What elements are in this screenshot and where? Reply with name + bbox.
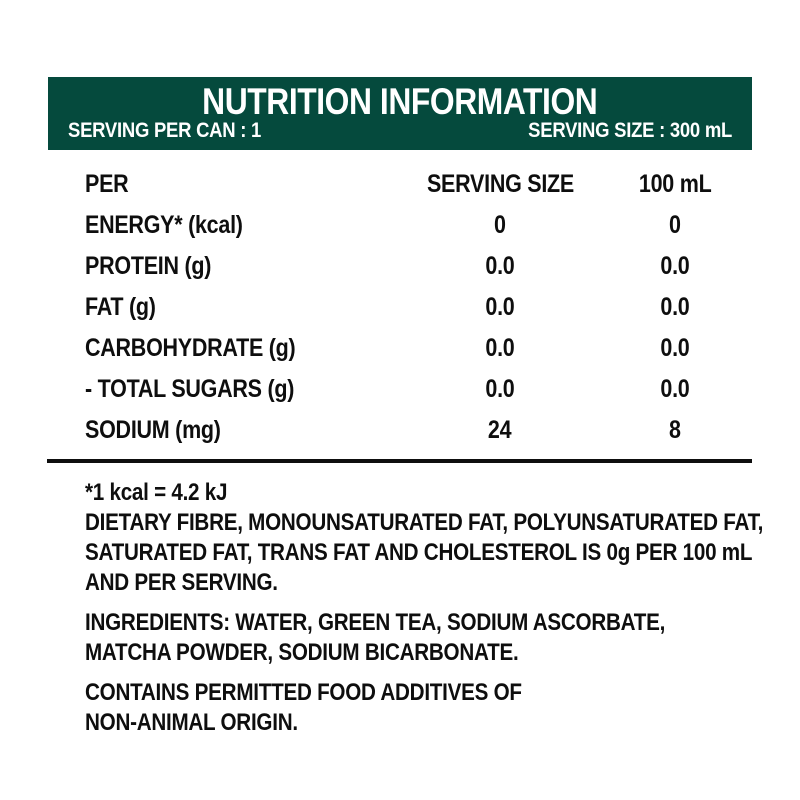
header-serving-row: SERVING PER CAN : 1 SERVING SIZE : 300 m… (68, 118, 732, 143)
nutrient-serving-value: 0.0 (485, 375, 515, 403)
table-row-protein: PROTEIN (g) 0.0 0.0 (85, 246, 765, 287)
nutrient-100ml-value: 8 (669, 416, 681, 444)
divider-line (47, 459, 752, 463)
kcal-and-zero-footnote: *1 kcal = 4.2 kJ DIETARY FIBRE, MONOUNSA… (85, 478, 785, 598)
header-title-text: NUTRITION INFORMATION (202, 81, 598, 122)
table-row-total-sugars: - TOTAL SUGARS (g) 0.0 0.0 (85, 369, 765, 410)
nutrient-100ml-value: 0.0 (660, 334, 690, 362)
table-row-energy: ENERGY* (kcal) 0 0 (85, 205, 765, 246)
zero-note-line: SATURATED FAT, TRANS FAT AND CHOLESTEROL… (85, 539, 753, 566)
nutrient-100ml-value: 0 (669, 211, 681, 239)
column-header-100ml: 100 mL (638, 170, 712, 198)
ingredients-line: INGREDIENTS: WATER, GREEN TEA, SODIUM AS… (85, 609, 666, 636)
column-header-serving-size: SERVING SIZE (426, 170, 575, 198)
nutrient-table: PER SERVING SIZE 100 mL ENERGY* (kcal) 0… (85, 164, 765, 451)
serving-per-can-text: SERVING PER CAN : 1 (68, 118, 262, 142)
nutrient-serving-value: 0.0 (485, 293, 515, 321)
serving-size-text: SERVING SIZE : 300 mL (528, 118, 732, 142)
table-row-carbohydrate: CARBOHYDRATE (g) 0.0 0.0 (85, 328, 765, 369)
nutrient-100ml-value: 0.0 (660, 293, 690, 321)
table-row-sodium: SODIUM (mg) 24 8 (85, 410, 765, 451)
table-row-fat: FAT (g) 0.0 0.0 (85, 287, 765, 328)
nutrient-100ml-value: 0.0 (660, 252, 690, 280)
nutrient-100ml-value: 0.0 (660, 375, 690, 403)
nutrient-label: SODIUM (mg) (85, 416, 221, 444)
header-title: NUTRITION INFORMATION (48, 81, 752, 122)
additives-line: CONTAINS PERMITTED FOOD ADDITIVES OF (85, 679, 522, 706)
zero-note-line: AND PER SERVING. (85, 569, 278, 596)
nutrient-label: CARBOHYDRATE (g) (85, 334, 296, 362)
zero-note-line: DIETARY FIBRE, MONOUNSATURATED FAT, POLY… (85, 509, 764, 536)
nutrient-label: - TOTAL SUGARS (g) (85, 375, 295, 403)
table-header-row: PER SERVING SIZE 100 mL (85, 164, 765, 205)
nutrient-serving-value: 0 (494, 211, 506, 239)
header-banner: NUTRITION INFORMATION SERVING PER CAN : … (48, 77, 752, 150)
nutrient-label: ENERGY* (kcal) (85, 211, 243, 239)
ingredients-line: MATCHA POWDER, SODIUM BICARBONATE. (85, 639, 519, 666)
nutrient-serving-value: 0.0 (485, 252, 515, 280)
additives-line: NON-ANIMAL ORIGIN. (85, 709, 298, 736)
column-header-per: PER (85, 170, 129, 198)
kcal-note-text: *1 kcal = 4.2 kJ (85, 479, 228, 506)
nutrient-label: FAT (g) (85, 293, 156, 321)
nutrient-serving-value: 0.0 (485, 334, 515, 362)
additives-paragraph: CONTAINS PERMITTED FOOD ADDITIVES OF NON… (85, 678, 785, 738)
nutrient-label: PROTEIN (g) (85, 252, 212, 280)
ingredients-paragraph: INGREDIENTS: WATER, GREEN TEA, SODIUM AS… (85, 608, 785, 668)
footnotes-section: *1 kcal = 4.2 kJ DIETARY FIBRE, MONOUNSA… (85, 478, 785, 748)
nutrient-serving-value: 24 (488, 416, 512, 444)
